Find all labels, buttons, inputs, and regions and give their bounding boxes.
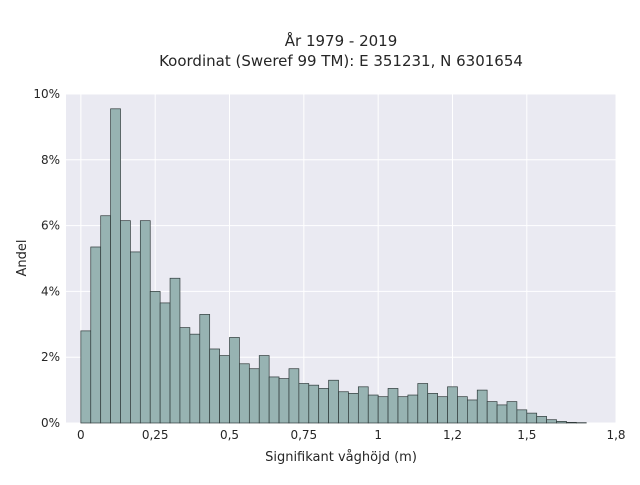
y-tick-label: 0%: [41, 416, 60, 430]
histogram-bar: [180, 328, 190, 423]
y-tick-label: 10%: [33, 87, 60, 101]
y-tick-label: 8%: [41, 153, 60, 167]
histogram-bar: [467, 400, 477, 423]
histogram-bar: [339, 392, 349, 423]
histogram-bar: [269, 377, 279, 423]
histogram-bar: [120, 221, 130, 423]
histogram-bar: [259, 356, 269, 423]
x-tick-label: 0: [77, 428, 85, 442]
histogram-bar: [299, 384, 309, 423]
x-tick-label: 0,75: [290, 428, 317, 442]
y-axis-label: Andel: [15, 240, 30, 277]
x-axis-label: Signifikant våghöjd (m): [265, 450, 417, 465]
histogram-bar: [408, 395, 418, 423]
x-tick-label: 0,25: [142, 428, 169, 442]
histogram-bar: [566, 422, 576, 423]
histogram-bar: [497, 405, 507, 423]
y-tick-label: 6%: [41, 219, 60, 233]
histogram-bar: [101, 216, 111, 423]
histogram-bar: [547, 420, 557, 423]
y-tick-labels: 0% 2% 4% 6% 8% 10%: [33, 87, 60, 430]
histogram-bar: [220, 356, 230, 423]
histogram-bar: [140, 221, 150, 423]
histogram-bar: [477, 390, 487, 423]
histogram-bar: [358, 387, 368, 423]
histogram-bar: [388, 388, 398, 423]
histogram-bar: [329, 380, 339, 423]
histogram-bar: [348, 393, 358, 423]
chart-subtitle: Koordinat (Sweref 99 TM): E 351231, N 63…: [159, 52, 523, 70]
histogram-bar: [487, 402, 497, 423]
histogram-bar: [309, 385, 319, 423]
histogram-bar: [210, 349, 220, 423]
histogram-bar: [537, 416, 547, 423]
histogram-bar: [438, 397, 448, 423]
histogram-bar: [517, 410, 527, 423]
y-tick-label: 4%: [41, 284, 60, 298]
y-tick-label: 2%: [41, 350, 60, 364]
histogram-bar: [418, 384, 428, 423]
histogram-bar: [91, 247, 101, 423]
histogram-bar: [190, 334, 200, 423]
histogram-bar: [200, 314, 210, 423]
x-tick-label: 1,2: [443, 428, 462, 442]
histogram-bar: [249, 369, 259, 423]
x-tick-label: 1: [374, 428, 382, 442]
histogram-bar: [150, 291, 160, 423]
histogram-bar: [160, 303, 170, 423]
histogram-bar: [170, 278, 180, 423]
histogram-bar: [111, 109, 121, 423]
histogram-bar: [130, 252, 140, 423]
x-tick-labels: 0 0,25 0,5 0,75 1 1,2 1,5 1,8: [77, 428, 626, 442]
histogram-bar: [557, 421, 567, 423]
histogram-bar: [448, 387, 458, 423]
histogram-bar: [368, 395, 378, 423]
histogram-bar: [289, 369, 299, 423]
histogram-bar: [507, 402, 517, 423]
histogram-bar: [230, 337, 240, 423]
histogram-bar: [378, 397, 388, 423]
histogram-bar: [279, 379, 289, 423]
histogram-bar: [398, 397, 408, 423]
histogram-bar: [319, 388, 329, 423]
chart-title: År 1979 - 2019: [285, 31, 398, 50]
histogram-bar: [81, 331, 91, 423]
x-tick-label: 1,5: [517, 428, 536, 442]
x-tick-label: 1,8: [606, 428, 625, 442]
histogram-bar: [527, 413, 537, 423]
histogram-bar: [239, 364, 249, 423]
x-tick-label: 0,5: [220, 428, 239, 442]
histogram-bar: [457, 397, 467, 423]
histogram-bar: [428, 393, 438, 423]
